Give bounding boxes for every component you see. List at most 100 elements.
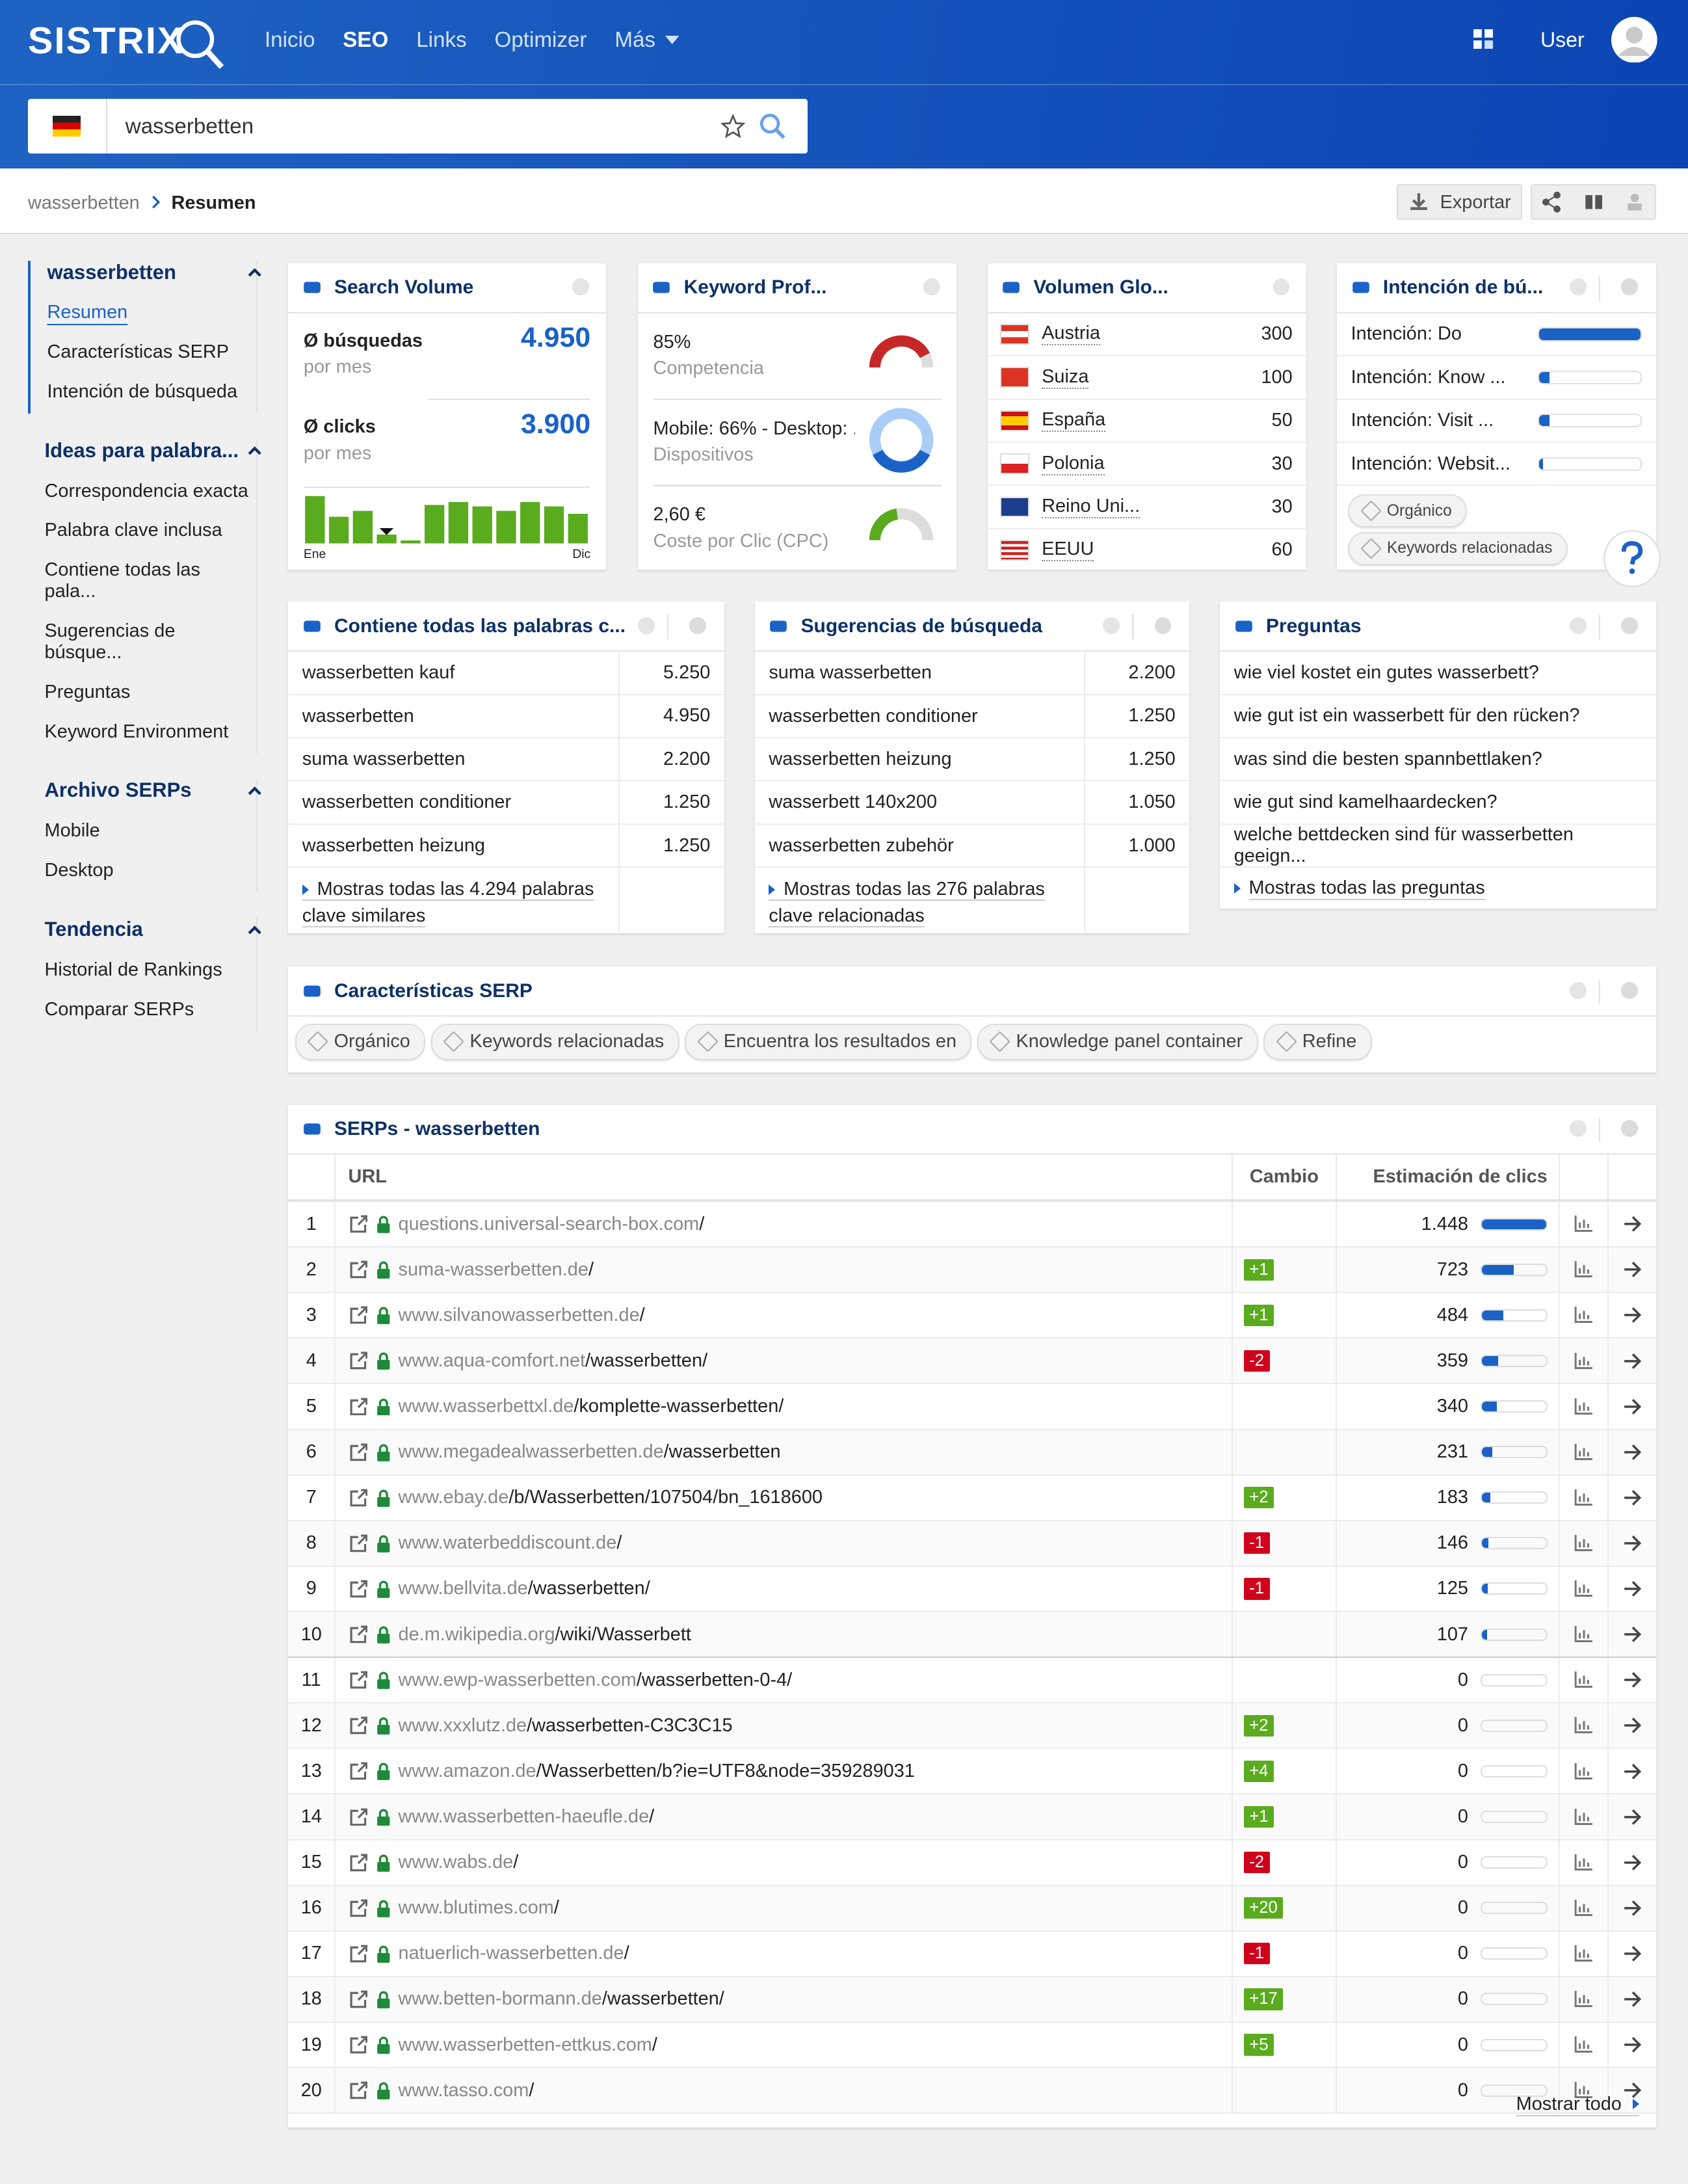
- question-row[interactable]: welche bettdecken sind für wasserbetten …: [1220, 824, 1656, 868]
- settings-icon[interactable]: [1154, 617, 1172, 634]
- external-link-icon[interactable]: [350, 1534, 368, 1552]
- sidebar-title[interactable]: Tendencia: [44, 917, 143, 940]
- serp-row[interactable]: 17 natuerlich-wasserbetten.de / -1 0: [288, 1931, 1656, 1977]
- sidebar-title[interactable]: Archivo SERPs: [44, 779, 192, 802]
- serp-row[interactable]: 18 www.betten-bormann.de/wasserbetten/ +17…: [288, 1977, 1656, 2023]
- sidebar-item[interactable]: Intención de búsqueda: [47, 381, 238, 403]
- sidebar-item[interactable]: Historial de Rankings: [44, 959, 222, 980]
- serp-row[interactable]: 16 www.blutimes.com / +20 0: [288, 1885, 1656, 1932]
- search-box[interactable]: wasserbetten: [27, 99, 808, 153]
- serp-row[interactable]: 8 www.waterbeddiscount.de / -1 146: [288, 1521, 1656, 1567]
- tag[interactable]: Encuentra los resultados en: [685, 1024, 972, 1060]
- open-button[interactable]: [1623, 1991, 1642, 2008]
- nav-link[interactable]: Más: [614, 28, 679, 53]
- country-row[interactable]: Austria 300: [987, 313, 1307, 357]
- chart-button[interactable]: [1574, 1443, 1593, 1461]
- external-link-icon[interactable]: [350, 1990, 368, 2008]
- more-link[interactable]: Mostras todas las 4.294 palabras clave s…: [288, 868, 620, 935]
- open-button[interactable]: [1623, 1261, 1642, 1278]
- sidebar-item[interactable]: Correspondencia exacta: [44, 480, 248, 501]
- external-link-icon[interactable]: [350, 1398, 368, 1416]
- open-button[interactable]: [1623, 1763, 1642, 1780]
- help-icon[interactable]: [637, 617, 655, 634]
- apps-icon[interactable]: [1473, 29, 1494, 49]
- external-link-icon[interactable]: [350, 1260, 368, 1279]
- chart-button[interactable]: [1574, 1717, 1593, 1734]
- serp-row[interactable]: 14 www.wasserbetten-haeufle.de / +1 0: [288, 1794, 1656, 1841]
- sidebar-item[interactable]: Comparar SERPs: [44, 998, 194, 1020]
- chart-button[interactable]: [1574, 1808, 1593, 1826]
- settings-icon[interactable]: [1621, 982, 1638, 999]
- open-button[interactable]: [1623, 1809, 1642, 1826]
- open-button[interactable]: [1623, 1626, 1642, 1643]
- settings-icon[interactable]: [1621, 1120, 1638, 1137]
- external-link-icon[interactable]: [350, 2081, 368, 2099]
- serp-row[interactable]: 7 www.ebay.de/b/Wasserbetten/107504/bn_16…: [288, 1475, 1656, 1521]
- open-button[interactable]: [1623, 1398, 1642, 1415]
- open-button[interactable]: [1623, 1307, 1642, 1324]
- help-icon[interactable]: [1273, 278, 1290, 296]
- chart-button[interactable]: [1574, 1580, 1593, 1597]
- help-icon[interactable]: [1103, 617, 1120, 634]
- country-select[interactable]: [28, 99, 107, 153]
- sidebar-item[interactable]: Preguntas: [44, 681, 131, 702]
- open-button[interactable]: [1623, 1671, 1642, 1688]
- serp-row[interactable]: 12 www.xxxlutz.de/wasserbetten-C3C3C15 +2 0: [288, 1703, 1656, 1750]
- sidebar-item[interactable]: Sugerencias de búsque...: [44, 620, 176, 663]
- open-button[interactable]: [1623, 2036, 1642, 2053]
- keyword-row[interactable]: wasserbetten heizung 1.250: [754, 738, 1190, 782]
- help-icon[interactable]: [1569, 617, 1587, 634]
- avatar[interactable]: [1611, 16, 1657, 63]
- chart-button[interactable]: [1574, 1307, 1593, 1324]
- serp-row[interactable]: 10 de.m.wikipedia.org/wiki/Wasserbett 107: [288, 1612, 1656, 1658]
- help-button[interactable]: [1603, 529, 1661, 588]
- star-icon[interactable]: [721, 114, 745, 139]
- tag[interactable]: Refine: [1263, 1024, 1372, 1060]
- external-link-icon[interactable]: [350, 1808, 368, 1826]
- external-link-icon[interactable]: [350, 1716, 368, 1735]
- sidebar-item[interactable]: Características SERP: [47, 341, 230, 363]
- chart-button[interactable]: [1574, 1854, 1593, 1871]
- serp-row[interactable]: 4 www.aqua-comfort.net/wasserbetten/ -2 359: [288, 1338, 1656, 1385]
- open-button[interactable]: [1623, 1945, 1642, 1962]
- external-link-icon[interactable]: [350, 1215, 368, 1233]
- chart-button[interactable]: [1574, 1216, 1593, 1232]
- chart-button[interactable]: [1574, 1261, 1593, 1278]
- external-link-icon[interactable]: [350, 1443, 368, 1461]
- show-all[interactable]: Mostrar todo: [1516, 2094, 1640, 2116]
- logo[interactable]: SISTRIX: [27, 20, 184, 62]
- keyword-row[interactable]: wasserbetten heizung 1.250: [288, 823, 724, 868]
- serp-row[interactable]: 2 suma-wasserbetten.de / +1 723: [288, 1247, 1656, 1294]
- country-row[interactable]: España 50: [987, 400, 1307, 443]
- external-link-icon[interactable]: [350, 1671, 368, 1689]
- external-link-icon[interactable]: [350, 1854, 368, 1872]
- external-link-icon[interactable]: [350, 1580, 368, 1598]
- export-button[interactable]: Exportar: [1397, 183, 1523, 220]
- search-input[interactable]: wasserbetten: [125, 114, 254, 139]
- country-row[interactable]: Polonia 30: [987, 443, 1307, 486]
- chart-button[interactable]: [1574, 1763, 1593, 1780]
- chart-button[interactable]: [1574, 1991, 1593, 2008]
- serp-row[interactable]: 13 www.amazon.de/Wasserbetten/b?ie=UTF8&n…: [288, 1749, 1656, 1795]
- chart-button[interactable]: [1574, 1671, 1593, 1688]
- external-link-icon[interactable]: [350, 2036, 368, 2054]
- sidebar-item[interactable]: Mobile: [44, 820, 100, 842]
- question-row[interactable]: wie viel kostet ein gutes wasserbett?: [1220, 652, 1656, 695]
- chart-button[interactable]: [1574, 1534, 1593, 1552]
- open-button[interactable]: [1623, 1580, 1642, 1597]
- question-row[interactable]: wie gut sind kamelhaardecken?: [1220, 781, 1656, 825]
- tag[interactable]: Keywords relacionadas: [1348, 531, 1568, 565]
- keyword-row[interactable]: wasserbetten zubehör 1.000: [754, 823, 1190, 868]
- serp-row[interactable]: 11 www.ewp-wasserbetten.com/wasserbetten-…: [288, 1658, 1656, 1704]
- question-row[interactable]: was sind die besten spannbettlaken?: [1220, 738, 1656, 782]
- external-link-icon[interactable]: [350, 1762, 368, 1780]
- help-icon[interactable]: [1569, 278, 1587, 296]
- tag[interactable]: Keywords relacionadas: [430, 1024, 679, 1060]
- serp-row[interactable]: 1 questions.universal-search-box.com/1.44…: [288, 1202, 1656, 1248]
- nav-link[interactable]: SEO: [343, 27, 389, 52]
- open-button[interactable]: [1623, 2082, 1642, 2099]
- sidebar-title[interactable]: wasserbetten: [47, 260, 176, 284]
- external-link-icon[interactable]: [350, 1625, 368, 1644]
- help-icon[interactable]: [1569, 1120, 1587, 1137]
- help-icon[interactable]: [923, 278, 940, 296]
